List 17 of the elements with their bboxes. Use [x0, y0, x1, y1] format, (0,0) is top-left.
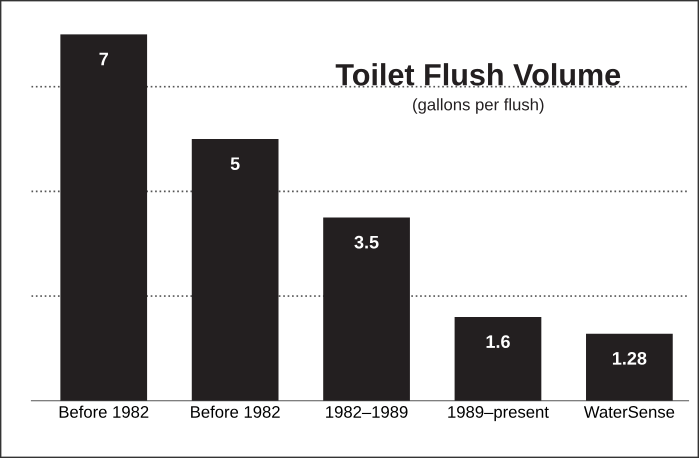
x-tick-label: Before 1982	[60, 406, 148, 418]
x-tick-label: 1989–present	[448, 406, 549, 422]
text: Toilet Flush Volume	[336, 63, 620, 86]
x-tick-label: Before 1982	[191, 406, 280, 418]
bar	[60, 34, 148, 401]
x-tick-label: WaterSense	[584, 406, 674, 418]
text: (gallons per flush)	[413, 98, 544, 114]
data-label: 3.5	[354, 236, 379, 249]
bar	[586, 334, 673, 401]
data-label: 1.28	[612, 352, 646, 365]
bar	[192, 139, 279, 401]
x-tick-label: 1982–1989	[326, 406, 408, 418]
data-label: 5	[230, 157, 240, 170]
data-label: 1.6	[486, 335, 510, 348]
bar	[323, 218, 410, 401]
bar	[454, 317, 542, 401]
data-label: 7	[99, 52, 108, 66]
